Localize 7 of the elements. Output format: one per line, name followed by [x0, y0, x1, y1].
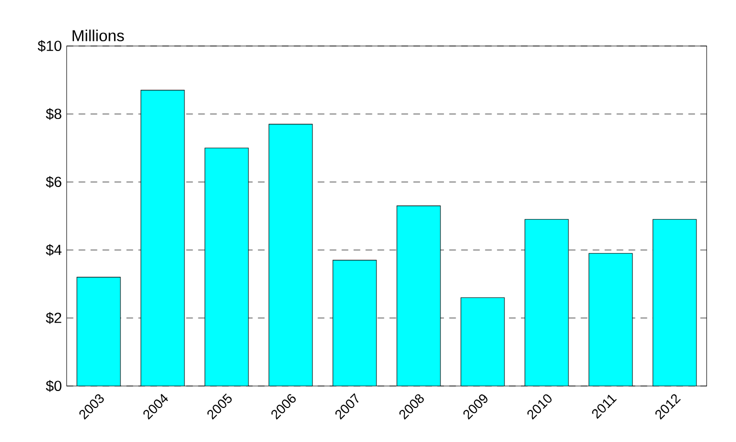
y-tick-label: $2	[46, 312, 62, 324]
y-axis-title: Millions	[72, 30, 124, 42]
y-tick-label: $10	[38, 40, 62, 52]
y-tick-label: $6	[46, 176, 62, 188]
y-tick-label: $4	[46, 244, 62, 256]
y-tick-label: $0	[46, 380, 62, 392]
y-tick-label: $8	[46, 108, 62, 120]
